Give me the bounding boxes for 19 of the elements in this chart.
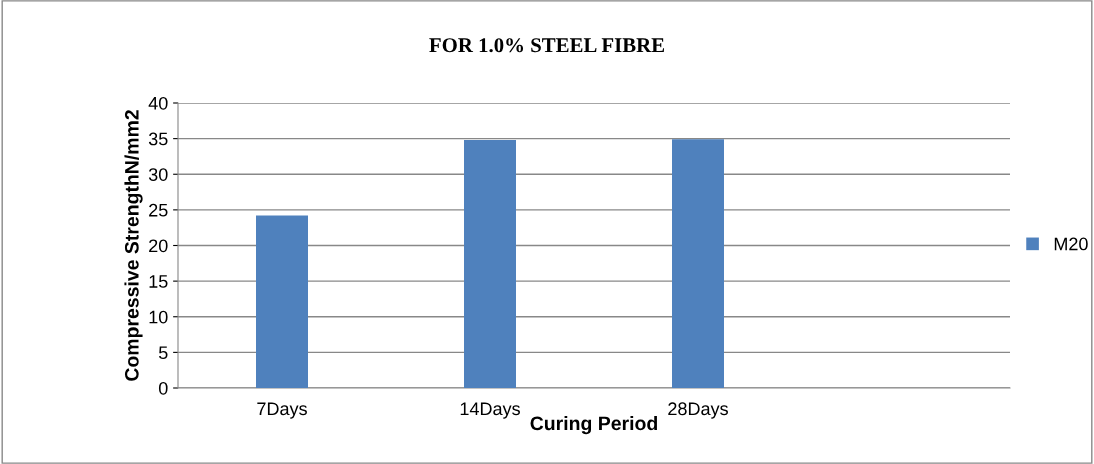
- y-tick-label: 10: [149, 310, 168, 324]
- x-tick-label: 14Days: [460, 402, 520, 419]
- y-tick-label: 5: [158, 346, 168, 360]
- y-tick-label: 35: [148, 132, 168, 146]
- y-tick-label: 25: [149, 203, 168, 217]
- y-tick-label: 15: [149, 275, 168, 288]
- x-tick-label: 7Days: [257, 402, 307, 419]
- y-tick-label: 40: [148, 96, 168, 110]
- bar: [464, 140, 516, 388]
- y-tick-label: 30: [148, 168, 168, 181]
- x-axis-title: Curing Period: [530, 415, 657, 435]
- y-axis-title: Compressive StrengthN/mm2: [124, 110, 143, 381]
- chart-title: FOR 1.0% STEEL FIBRE: [429, 38, 665, 53]
- x-tick-label: 28Days: [668, 402, 728, 419]
- bar: [672, 139, 724, 388]
- bar: [256, 215, 308, 388]
- legend-label: M20: [1054, 237, 1088, 251]
- y-tick-label: 0: [158, 381, 168, 395]
- y-tick-label: 20: [149, 239, 168, 253]
